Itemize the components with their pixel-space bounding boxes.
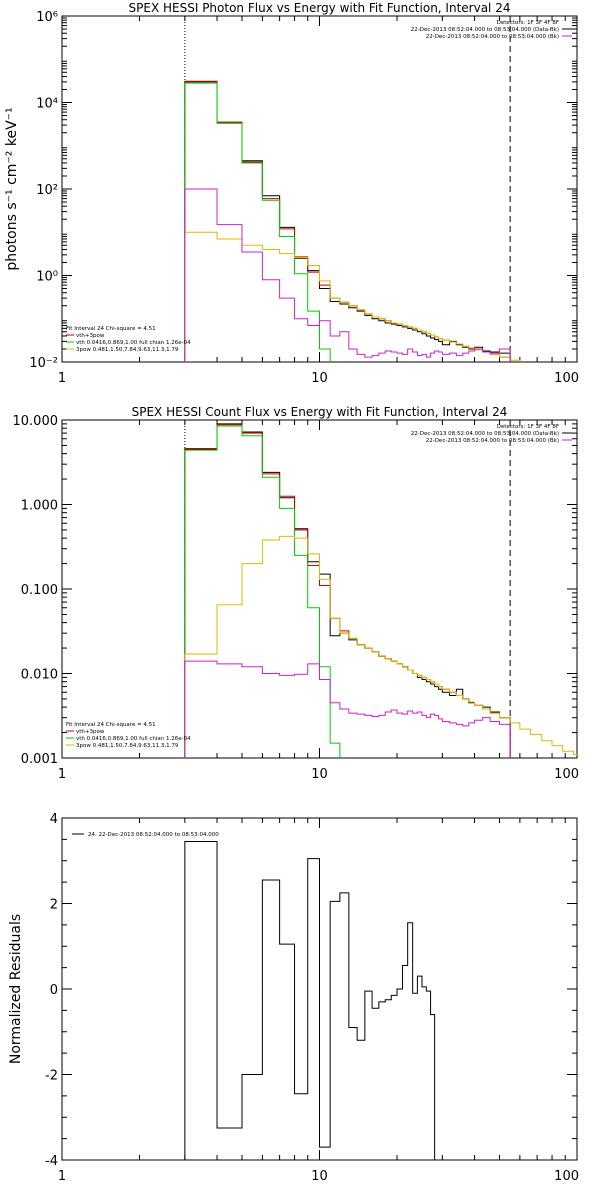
legend-bottomleft-text: vth+3pow — [76, 729, 105, 735]
y-tick-label: 0.001 — [21, 752, 58, 767]
legend-topright-text: Detectors: 1F 3F 4F 8F — [497, 424, 559, 430]
y-tick-label: 10² — [36, 183, 58, 198]
legend-bottomleft-text: vth 0.0416,0.869,1.00 full chian 1.26e-0… — [76, 340, 191, 346]
y-tick-label: 10⁴ — [36, 97, 58, 112]
chart-panel-1: SPEX HESSI Photon Flux vs Energy with Fi… — [4, 1, 579, 386]
x-tick-label: 1 — [58, 371, 66, 386]
legend-bottomleft-text: vth 0.0416,0.869,1.00 full chian 1.26e-0… — [76, 736, 191, 742]
legend-bottomleft-text: vth+3pow — [76, 333, 105, 339]
series-residuals — [184, 841, 436, 1160]
series-vth-3pow — [184, 424, 511, 758]
series-data-bk — [184, 81, 511, 362]
series-bk — [184, 660, 511, 758]
y-tick-label: -4 — [45, 1154, 58, 1169]
series-group — [184, 80, 521, 362]
legend-topleft-text: 24. 22-Dec-2013 08:52:04.000 to 08:53:04… — [88, 832, 219, 838]
x-tick-label: 100 — [554, 1169, 579, 1184]
series-3pow — [184, 535, 577, 758]
series-data-bk — [184, 423, 511, 758]
legend-topright-text: 22-Dec-2013 08:52:04.000 to 08:53:04.000… — [411, 27, 559, 33]
series-bk — [184, 188, 511, 362]
series-vth — [184, 425, 341, 758]
y-axis-label: Normalized Residuals — [8, 914, 24, 1064]
y-tick-label: 0 — [50, 983, 58, 998]
legend-topright-text: 22-Dec-2013 08:52:04.000 to 08:53:04.000… — [426, 438, 559, 444]
series-vth — [184, 82, 341, 362]
y-tick-label: 4 — [50, 812, 58, 827]
legend-bottomleft-text: Fit Interval 24 Chi-square = 4.51 — [66, 722, 156, 728]
y-tick-label: -2 — [45, 1069, 58, 1084]
x-tick-label: 1 — [58, 767, 66, 782]
y-tick-label: 10.000 — [13, 414, 59, 429]
y-tick-label: 10⁰ — [36, 270, 58, 285]
plot-frame — [61, 15, 578, 363]
series-group — [184, 841, 436, 1160]
series-group — [184, 423, 577, 758]
x-tick-label: 10 — [311, 1169, 328, 1184]
y-tick-label: 0.010 — [21, 668, 58, 683]
x-tick-label: 100 — [554, 371, 579, 386]
x-tick-label: 10 — [311, 767, 328, 782]
y-tick-label: 10⁶ — [36, 10, 58, 25]
plot-frame — [61, 419, 578, 759]
y-tick-label: 0.100 — [21, 583, 58, 598]
legend-bottomleft-text: 3pow 0.481,1.50,7.84,9.63,11.3,1.79 — [76, 743, 179, 749]
x-tick-label: 10 — [311, 371, 328, 386]
y-tick-label: 2 — [50, 898, 58, 913]
y-tick-label: 1.000 — [21, 499, 58, 514]
chart-title: SPEX HESSI Count Flux vs Energy with Fit… — [132, 405, 508, 419]
legend-bottomleft-text: Fit Interval 24 Chi-square = 4.51 — [66, 326, 156, 332]
legend-topright-text: 22-Dec-2013 08:52:04.000 to 08:53:04.000… — [411, 431, 559, 437]
legend-topright-text: 22-Dec-2013 08:52:04.000 to 08:53:04.000… — [426, 34, 559, 40]
y-axis-label: photons s⁻¹ cm⁻² keV⁻¹ — [4, 107, 20, 270]
x-tick-label: 1 — [58, 1169, 66, 1184]
y-tick-label: 10⁻² — [29, 356, 58, 371]
chart-panel-2: SPEX HESSI Count Flux vs Energy with Fit… — [13, 405, 580, 782]
legend-bottomleft-text: 3pow 0.481,1.50,7.84,9.63,11.3,1.79 — [76, 347, 179, 353]
x-tick-label: 100 — [554, 767, 579, 782]
chart-title: SPEX HESSI Photon Flux vs Energy with Fi… — [129, 1, 511, 15]
series-3pow — [184, 231, 521, 362]
legend-topright-text: Detectors: 1F 3F 4F 8F — [497, 20, 559, 26]
chart-panel-3: Normalized Residuals 1 10 100 -4 -2 0 2 4 24. 22-… — [8, 812, 579, 1184]
